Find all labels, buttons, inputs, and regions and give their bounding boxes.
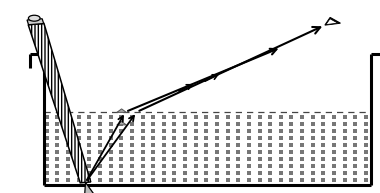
Polygon shape (117, 109, 127, 112)
Polygon shape (117, 121, 127, 125)
Polygon shape (85, 182, 94, 193)
Circle shape (28, 15, 40, 21)
Polygon shape (28, 24, 91, 183)
Polygon shape (326, 19, 338, 25)
Polygon shape (27, 19, 44, 25)
Polygon shape (325, 17, 340, 25)
Bar (44, 112, 370, 185)
